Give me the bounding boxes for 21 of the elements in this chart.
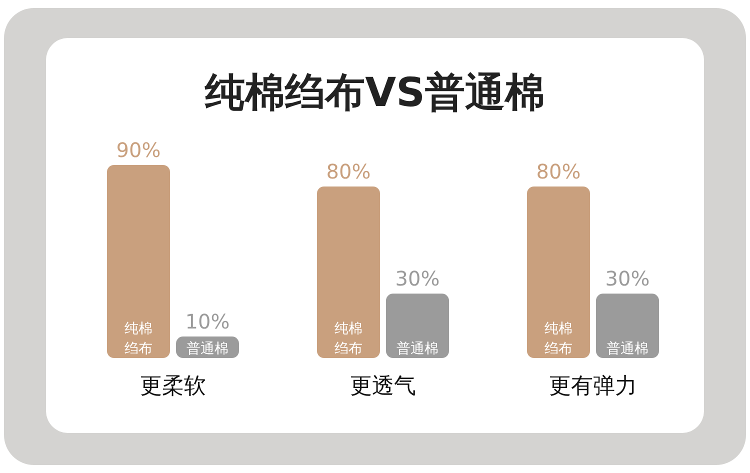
text: 纯棉绉布 — [334, 321, 362, 357]
data-label: 80% — [536, 159, 581, 184]
data-label: 30% — [605, 266, 650, 291]
series-label: 纯棉绉布 — [124, 321, 152, 357]
bar — [527, 186, 590, 358]
bar — [107, 165, 170, 358]
x-tick-label: 更透气 — [350, 374, 416, 399]
x-tick-label: 更柔软 — [140, 374, 206, 399]
bar — [386, 294, 449, 358]
bar — [317, 186, 380, 358]
data-label: 80% — [326, 159, 371, 184]
text: 纯棉绉布 — [544, 321, 572, 357]
x-tick-label: 更有弹力 — [549, 374, 637, 399]
data-label: 30% — [395, 266, 440, 291]
text: 普通棉 — [396, 341, 438, 357]
data-label: 90% — [116, 138, 161, 162]
text: 普通棉 — [606, 341, 648, 357]
bar — [596, 294, 659, 358]
data-label: 10% — [185, 310, 230, 334]
chart-title: 纯棉绉布VS普通棉 — [204, 70, 545, 116]
series-label: 普通棉 — [186, 340, 228, 357]
